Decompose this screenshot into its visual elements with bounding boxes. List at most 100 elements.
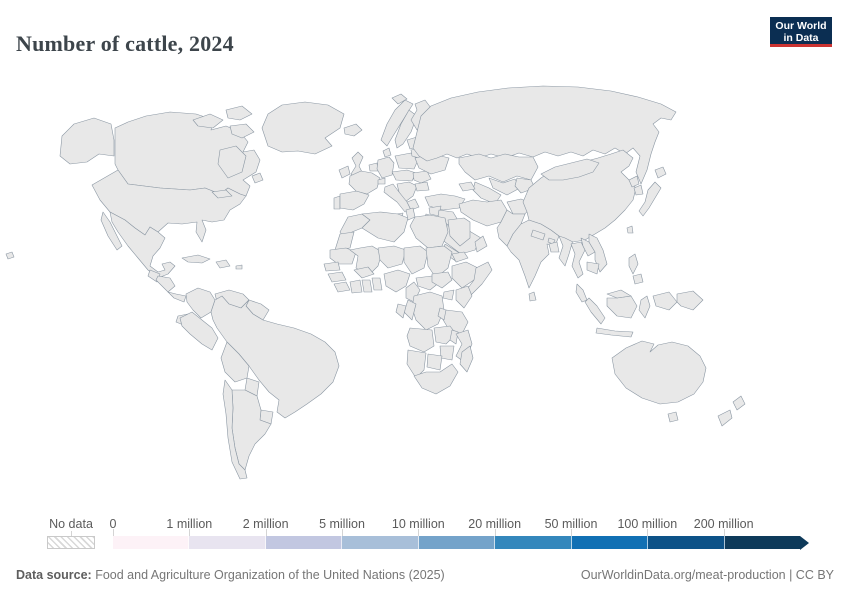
country-ghana[interactable] <box>361 279 373 293</box>
country-algeria[interactable] <box>361 211 409 243</box>
country-peru[interactable] <box>179 311 219 351</box>
country-indonesia-papua[interactable] <box>652 291 678 311</box>
country-mexico[interactable] <box>109 211 176 279</box>
country-zimbabwe[interactable] <box>439 345 455 361</box>
country-papua-new-guinea[interactable] <box>676 290 704 311</box>
country-niger[interactable] <box>377 245 407 269</box>
country-angola[interactable] <box>406 327 435 353</box>
country-western-sahara[interactable] <box>334 231 355 251</box>
country-rwanda-burundi[interactable] <box>437 307 447 321</box>
country-norway[interactable] <box>380 99 414 147</box>
legend-segment-1[interactable] <box>189 536 266 549</box>
country-costa-rica-panama[interactable] <box>167 291 187 303</box>
country-south-sudan[interactable] <box>431 271 453 289</box>
country-argentina[interactable] <box>231 389 272 471</box>
country-ivory-coast[interactable] <box>349 279 363 294</box>
country-congo[interactable] <box>403 299 417 321</box>
country-canada-arctic-3[interactable] <box>229 123 255 139</box>
country-ireland[interactable] <box>338 165 351 179</box>
legend-segment-5[interactable] <box>495 536 572 549</box>
country-north-korea[interactable] <box>628 175 640 188</box>
country-kazakhstan[interactable] <box>458 153 539 183</box>
country-newfoundland[interactable] <box>251 172 264 184</box>
country-south-korea[interactable] <box>633 184 644 196</box>
country-hawaii[interactable] <box>5 251 15 260</box>
country-gabon[interactable] <box>395 303 407 319</box>
country-hispaniola[interactable] <box>215 259 231 269</box>
country-romania[interactable] <box>412 170 432 184</box>
country-poland[interactable] <box>394 152 419 170</box>
legend-segment-4[interactable] <box>418 536 496 549</box>
country-new-zealand-south[interactable] <box>717 409 733 427</box>
country-indonesia-java[interactable] <box>595 327 634 338</box>
country-sri-lanka[interactable] <box>528 291 537 302</box>
country-mongolia[interactable] <box>540 158 600 181</box>
country-switzerland[interactable] <box>377 177 386 185</box>
owid-logo[interactable]: Our World in Data <box>770 17 832 47</box>
country-nigeria[interactable] <box>383 269 411 293</box>
country-laos[interactable] <box>580 237 596 257</box>
country-vietnam[interactable] <box>588 233 608 273</box>
country-greenland[interactable] <box>261 101 345 155</box>
country-cuba[interactable] <box>181 254 211 264</box>
country-philippines-mindanao[interactable] <box>632 273 644 285</box>
country-indonesia-sumatra[interactable] <box>584 297 606 325</box>
country-czechia-austria-hungary[interactable] <box>391 169 417 182</box>
country-chad[interactable] <box>403 245 429 275</box>
country-russia[interactable] <box>412 85 677 185</box>
country-greece[interactable] <box>406 198 420 211</box>
country-caucasus[interactable] <box>458 181 476 192</box>
country-tunisia[interactable] <box>405 207 416 221</box>
country-guinea[interactable] <box>327 271 347 283</box>
country-chile[interactable] <box>222 379 248 480</box>
country-honduras-nicaragua[interactable] <box>155 275 176 293</box>
country-taiwan[interactable] <box>626 225 634 234</box>
country-bangladesh[interactable] <box>548 241 560 253</box>
country-spain[interactable] <box>339 190 370 211</box>
country-france[interactable] <box>348 170 381 195</box>
country-puerto-rico[interactable] <box>235 264 243 270</box>
legend-no-data-swatch[interactable] <box>47 536 95 549</box>
credit-link[interactable]: OurWorldinData.org/meat-production | CC … <box>580 568 834 582</box>
country-libya[interactable] <box>409 214 449 249</box>
legend-segment-7[interactable] <box>648 536 725 549</box>
country-nepal[interactable] <box>530 229 546 241</box>
country-indonesia-sulawesi[interactable] <box>638 295 651 319</box>
country-bolivia[interactable] <box>220 341 250 383</box>
country-canada-arctic-2[interactable] <box>225 105 253 121</box>
country-malaysia[interactable] <box>575 283 588 303</box>
country-philippines[interactable] <box>628 253 639 275</box>
country-sierra-leone-liberia[interactable] <box>333 281 351 293</box>
country-japan[interactable] <box>638 181 662 217</box>
country-somalia[interactable] <box>467 261 493 297</box>
legend-segment-8[interactable] <box>724 536 800 549</box>
country-denmark[interactable] <box>382 147 392 158</box>
country-canada-arctic-1[interactable] <box>192 113 224 129</box>
country-japan-hokkaido[interactable] <box>654 166 667 179</box>
country-belgium-netherlands[interactable] <box>368 162 379 172</box>
country-mali[interactable] <box>349 245 383 277</box>
country-kenya[interactable] <box>455 285 473 309</box>
country-togo-benin[interactable] <box>371 277 383 291</box>
country-malaysia-borneo[interactable] <box>606 289 632 299</box>
country-indonesia-borneo[interactable] <box>606 295 638 319</box>
country-uganda[interactable] <box>442 289 455 301</box>
country-alaska[interactable] <box>59 117 115 165</box>
country-india[interactable] <box>506 219 560 289</box>
country-svalbard[interactable] <box>391 93 408 105</box>
country-germany[interactable] <box>376 156 395 179</box>
country-bulgaria[interactable] <box>414 181 430 192</box>
legend-segment-6[interactable] <box>571 536 649 549</box>
legend-segment-2[interactable] <box>265 536 343 549</box>
country-new-zealand-north[interactable] <box>732 395 746 411</box>
country-portugal[interactable] <box>333 195 341 210</box>
country-iceland[interactable] <box>343 123 363 137</box>
country-senegal[interactable] <box>323 261 341 272</box>
country-burkina-faso[interactable] <box>353 266 375 279</box>
country-south-africa[interactable] <box>413 363 459 395</box>
country-botswana[interactable] <box>426 353 443 371</box>
country-madagascar[interactable] <box>459 345 474 373</box>
legend-segment-0[interactable] <box>113 536 190 549</box>
country-malawi[interactable] <box>449 329 459 345</box>
country-australia[interactable] <box>611 340 707 405</box>
